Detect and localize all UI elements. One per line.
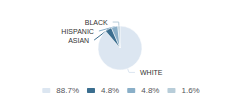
svg-text:1.6%: 1.6% (181, 86, 199, 95)
svg-text:4.8%: 4.8% (101, 86, 119, 95)
svg-text:88.7%: 88.7% (56, 86, 79, 95)
svg-text:BLACK: BLACK (85, 19, 108, 26)
svg-text:WHITE: WHITE (140, 69, 163, 76)
svg-text:4.8%: 4.8% (141, 86, 159, 95)
svg-text:ASIAN: ASIAN (68, 37, 89, 44)
svg-text:HISPANIC: HISPANIC (61, 28, 94, 35)
